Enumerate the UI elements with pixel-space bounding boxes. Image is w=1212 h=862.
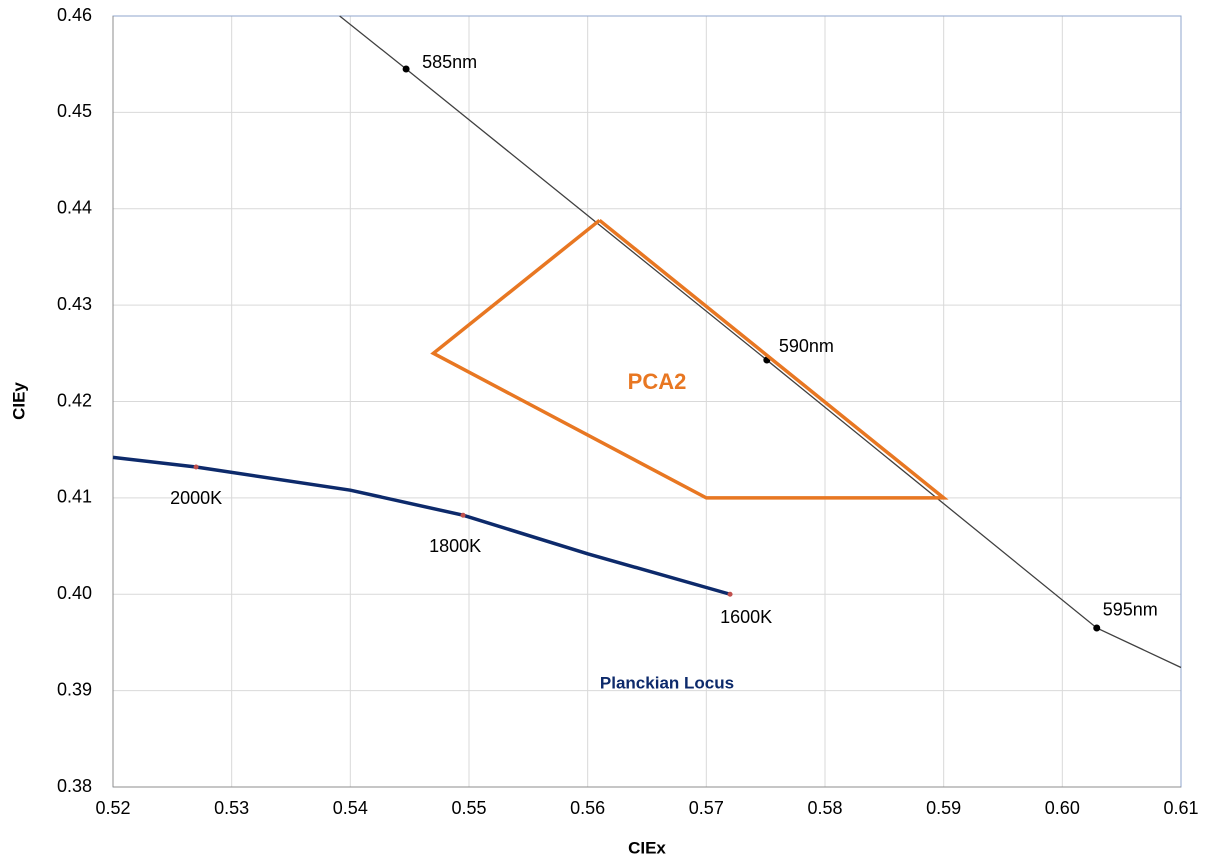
series-line bbox=[339, 15, 1182, 669]
point-label: 595nm bbox=[1103, 600, 1158, 620]
y-tick-label: 0.46 bbox=[57, 5, 92, 25]
y-tick-label: 0.43 bbox=[57, 294, 92, 314]
x-tick-label: 0.60 bbox=[1045, 798, 1080, 818]
y-tick-label: 0.39 bbox=[57, 679, 92, 699]
y-tick-label: 0.44 bbox=[57, 198, 92, 218]
point-label: 585nm bbox=[422, 52, 477, 72]
series-line bbox=[112, 455, 731, 596]
y-tick-label: 0.42 bbox=[57, 390, 92, 410]
x-tick-label: 0.61 bbox=[1163, 798, 1198, 818]
x-axis-title: CIEx bbox=[628, 838, 666, 857]
y-tick-label: 0.41 bbox=[57, 487, 92, 507]
y-tick-label: 0.38 bbox=[57, 776, 92, 796]
point-label: 1800K bbox=[429, 536, 481, 556]
point-marker bbox=[402, 65, 410, 73]
point-label: 590nm bbox=[779, 336, 834, 356]
y-tick-label: 0.45 bbox=[57, 101, 92, 121]
series-line bbox=[430, 218, 949, 500]
y-tick-label: 0.40 bbox=[57, 583, 92, 603]
x-tick-label: 0.58 bbox=[807, 798, 842, 818]
x-tick-label: 0.57 bbox=[689, 798, 724, 818]
point-marker bbox=[460, 512, 466, 518]
point-label: 2000K bbox=[170, 488, 222, 508]
y-axis-title: CIEy bbox=[9, 382, 28, 420]
point-marker bbox=[1093, 624, 1101, 632]
annotation: PCA2 bbox=[628, 369, 687, 394]
x-tick-label: 0.52 bbox=[95, 798, 130, 818]
x-tick-label: 0.54 bbox=[333, 798, 368, 818]
x-tick-label: 0.59 bbox=[926, 798, 961, 818]
point-label: 1600K bbox=[720, 607, 772, 627]
point-marker bbox=[727, 591, 733, 597]
point-marker bbox=[193, 464, 199, 470]
x-tick-label: 0.55 bbox=[451, 798, 486, 818]
x-tick-label: 0.53 bbox=[214, 798, 249, 818]
annotation: Planckian Locus bbox=[600, 673, 734, 692]
x-tick-label: 0.56 bbox=[570, 798, 605, 818]
